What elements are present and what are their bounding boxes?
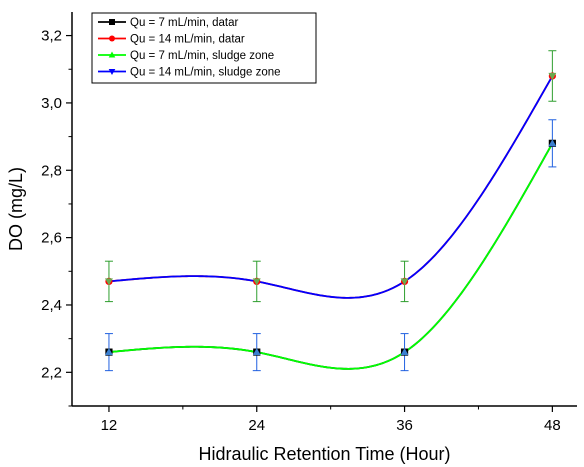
legend-label: Qu = 7 mL/min, datar bbox=[130, 17, 239, 29]
legend-label: Qu = 14 mL/min, sludge zone bbox=[130, 67, 281, 79]
x-tick-label: 36 bbox=[396, 417, 413, 434]
legend-item-1: Qu = 7 mL/min, datar bbox=[98, 17, 239, 29]
legend-marker bbox=[109, 35, 115, 42]
y-tick-label: 2,2 bbox=[41, 364, 62, 381]
x-axis-label: Hidraulic Retention Time (Hour) bbox=[198, 444, 450, 464]
series-curves bbox=[108, 75, 554, 370]
legend-marker bbox=[108, 68, 116, 75]
y-tick-label: 3,0 bbox=[41, 95, 62, 112]
data-markers bbox=[104, 72, 557, 356]
legend-item-3: Qu = 7 mL/min, sludge zone bbox=[98, 50, 274, 62]
legend-label: Qu = 14 mL/min, datar bbox=[130, 34, 245, 46]
legend-box bbox=[91, 12, 317, 84]
data-point bbox=[400, 347, 409, 356]
data-point bbox=[548, 139, 557, 147]
legend-item-2: Qu = 14 mL/min, datar bbox=[98, 34, 245, 46]
data-point bbox=[104, 347, 113, 356]
data-point bbox=[548, 72, 557, 81]
series-line-3 bbox=[108, 142, 554, 370]
error-bars bbox=[104, 50, 557, 372]
axes: 12 24 36 48 2,2 2,4 2,6 2,8 3,0 3,2 bbox=[41, 12, 577, 434]
x-tick-label: 12 bbox=[101, 417, 118, 434]
data-point bbox=[400, 278, 409, 286]
legend-marker bbox=[109, 19, 115, 25]
x-tick-label: 24 bbox=[248, 417, 265, 434]
legend: Qu = 7 mL/min, datar Qu = 14 mL/min, data… bbox=[91, 12, 317, 84]
data-point bbox=[252, 278, 261, 286]
y-tick-label: 2,8 bbox=[41, 162, 62, 179]
y-tick-label: 3,2 bbox=[41, 28, 62, 45]
data-point bbox=[104, 278, 113, 286]
y-tick-label: 2,4 bbox=[41, 297, 62, 314]
legend-label: Qu = 7 mL/min, sludge zone bbox=[130, 50, 274, 62]
y-axis-label: DO (mg/L) bbox=[6, 167, 26, 251]
data-point bbox=[252, 347, 261, 356]
series-line-4 bbox=[108, 75, 554, 299]
legend-marker bbox=[108, 51, 116, 58]
legend-item-4: Qu = 14 mL/min, sludge zone bbox=[98, 67, 281, 79]
y-tick-label: 2,6 bbox=[41, 230, 62, 247]
x-tick-label: 48 bbox=[544, 417, 561, 434]
